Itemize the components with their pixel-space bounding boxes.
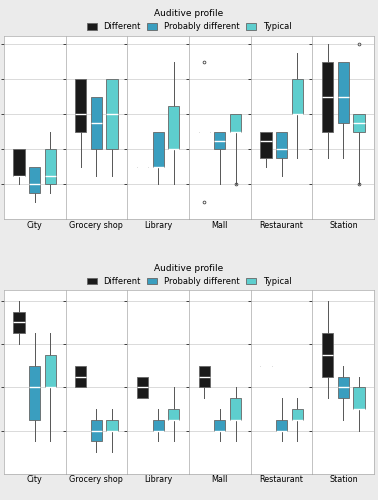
Bar: [353, 388, 365, 409]
Bar: [198, 366, 210, 388]
Bar: [338, 62, 349, 123]
Bar: [338, 376, 349, 398]
Bar: [214, 420, 226, 430]
Bar: [260, 132, 271, 158]
Bar: [353, 114, 365, 132]
Bar: [107, 80, 118, 150]
Bar: [292, 80, 303, 114]
Bar: [322, 62, 333, 132]
Legend: Different, Probably different, Typical: Different, Probably different, Typical: [87, 264, 291, 286]
Bar: [45, 355, 56, 388]
Bar: [230, 398, 241, 420]
Bar: [75, 80, 86, 132]
Bar: [322, 334, 333, 376]
Bar: [168, 106, 180, 150]
Bar: [75, 366, 86, 388]
Bar: [152, 420, 164, 430]
Legend: Different, Probably different, Typical: Different, Probably different, Typical: [87, 9, 291, 32]
Bar: [91, 420, 102, 442]
Bar: [29, 366, 40, 420]
Bar: [230, 114, 241, 132]
Text: Location: Location: [135, 284, 181, 294]
Bar: [107, 420, 118, 430]
Bar: [152, 132, 164, 167]
Bar: [137, 376, 148, 398]
Bar: [45, 150, 56, 184]
Bar: [13, 150, 25, 176]
Bar: [276, 132, 287, 158]
Bar: [276, 420, 287, 430]
Bar: [292, 409, 303, 420]
Bar: [168, 409, 180, 420]
Bar: [91, 97, 102, 150]
Bar: [13, 312, 25, 334]
Bar: [214, 132, 226, 150]
Bar: [29, 167, 40, 193]
